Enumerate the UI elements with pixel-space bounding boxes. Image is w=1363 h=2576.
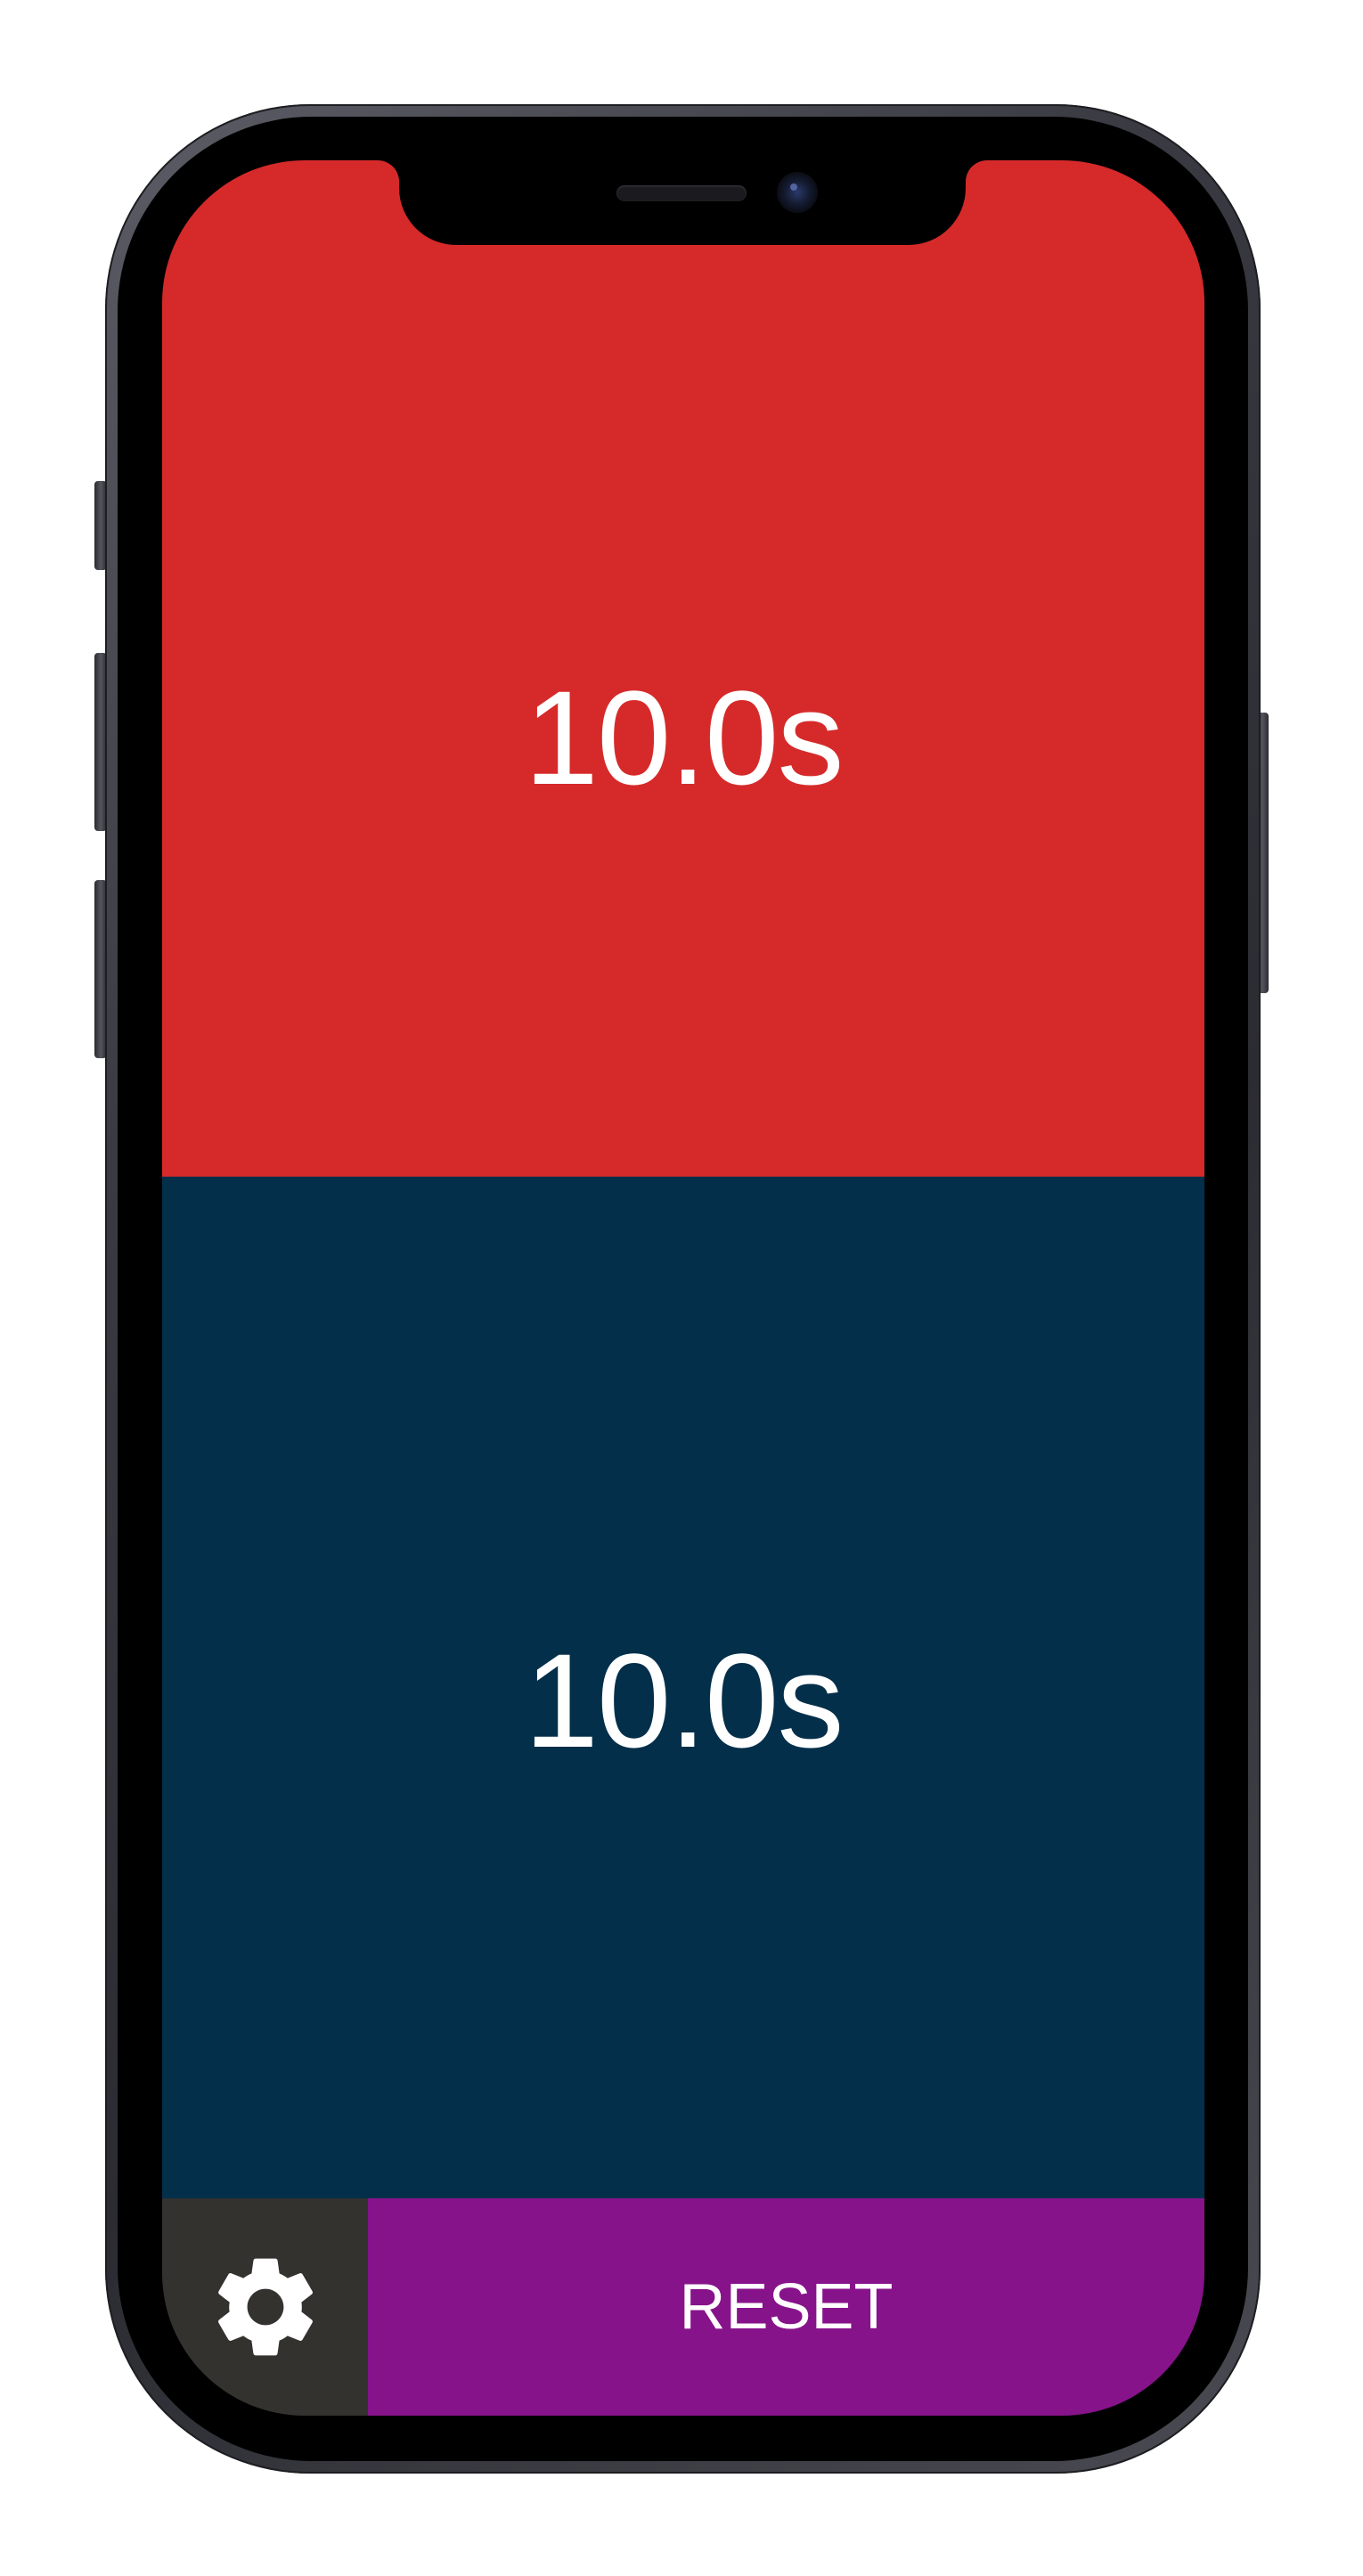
reset-button[interactable]: RESET <box>368 2198 1204 2416</box>
volume-down-button <box>94 880 107 1058</box>
earpiece-speaker <box>616 185 747 201</box>
app-screen: 10.0s 10.0s RESET <box>162 160 1204 2416</box>
gear-icon <box>217 2258 313 2356</box>
volume-up-button <box>94 653 107 831</box>
silent-switch <box>94 481 107 570</box>
bottom-timer-value: 10.0s <box>524 1626 845 1775</box>
notch <box>399 160 966 245</box>
control-bar: RESET <box>162 2198 1204 2416</box>
settings-button[interactable] <box>162 2198 368 2416</box>
notch-corner-right <box>966 160 987 182</box>
front-camera <box>777 172 818 213</box>
top-timer-panel[interactable]: 10.0s <box>162 160 1204 1177</box>
bottom-timer-panel[interactable]: 10.0s <box>162 1177 1204 2198</box>
notch-corner-left <box>378 160 399 182</box>
top-timer-value: 10.0s <box>524 662 845 812</box>
